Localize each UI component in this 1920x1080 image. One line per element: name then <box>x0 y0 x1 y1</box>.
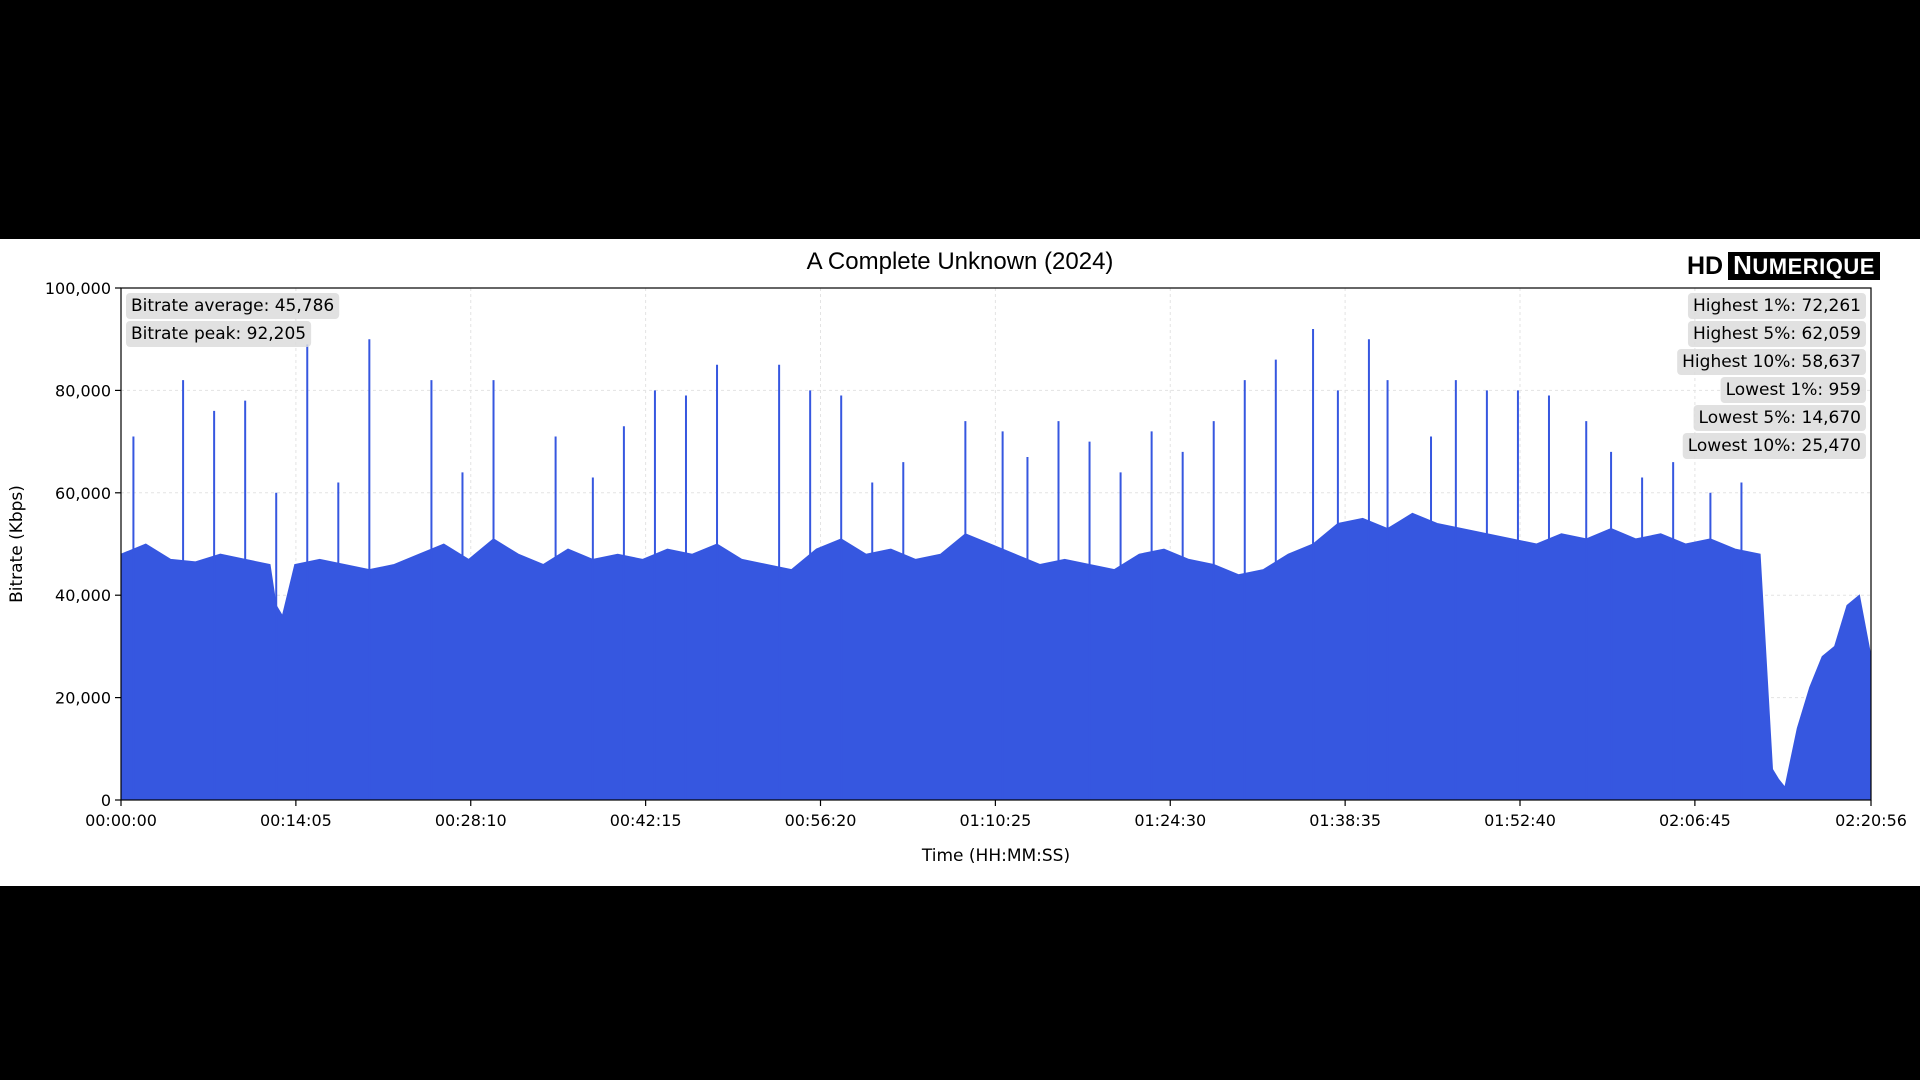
stat-text: Bitrate average: 45,786 <box>131 296 334 316</box>
hd-numerique-logo: HD NUMERIQUE <box>1685 252 1917 280</box>
stat-text: Highest 1%: 72,261 <box>1693 296 1861 316</box>
y-tick-label: 80,000 <box>55 381 111 400</box>
y-tick-label: 100,000 <box>45 279 111 298</box>
y-tick-label: 0 <box>101 791 111 810</box>
stat-box-bg <box>1720 377 1866 403</box>
stat-box-bg <box>1677 349 1866 375</box>
stat-box-bg <box>1682 433 1866 459</box>
stat-text: Lowest 1%: 959 <box>1726 380 1861 400</box>
stat-text: Bitrate peak: 92,205 <box>131 324 306 344</box>
logo-wordmark: NUMERIQUE <box>1728 252 1880 280</box>
stat-box-right: Lowest 5%: 14,670 <box>1693 405 1866 431</box>
stat-box-bg <box>126 293 340 319</box>
bitrate-area <box>120 512 1872 801</box>
stat-box-bg <box>126 321 312 347</box>
stat-box-right: Highest 10%: 58,637 <box>1677 349 1866 375</box>
stat-text: Lowest 10%: 25,470 <box>1688 436 1861 456</box>
x-tick-label: 00:00:00 <box>85 811 157 830</box>
x-tick-label: 00:42:15 <box>610 811 682 830</box>
stat-box-right: Highest 1%: 72,261 <box>1687 293 1866 319</box>
stat-text: Highest 10%: 58,637 <box>1682 352 1861 372</box>
stat-box-right: Lowest 1%: 959 <box>1720 377 1866 403</box>
x-tick-label: 00:56:20 <box>785 811 857 830</box>
bitrate-chart: 0 20,000 40,000 60,000 80,000 100,000 00:00:00… <box>7 248 1907 866</box>
x-tick-label: 01:38:35 <box>1309 811 1381 830</box>
stat-box-right: Lowest 10%: 25,470 <box>1682 433 1866 459</box>
x-tick-label: 02:20:56 <box>1835 811 1907 830</box>
chart-panel: 0 20,000 40,000 60,000 80,000 100,000 00:00:00… <box>0 239 1920 886</box>
y-tick-label: 20,000 <box>55 689 111 708</box>
x-tick-label: 00:28:10 <box>435 811 507 830</box>
stat-box-bg <box>1687 293 1866 319</box>
plot-frame <box>120 287 1872 801</box>
stats-layer: Bitrate average: 45,786 Bitrate peak: 92,… <box>126 293 1866 459</box>
x-tick-label: 01:24:30 <box>1134 811 1206 830</box>
y-tick-label: 40,000 <box>55 586 111 605</box>
chart-title: A Complete Unknown (2024) <box>807 248 1114 275</box>
stat-box-left: Bitrate average: 45,786 <box>126 293 340 319</box>
stat-box-bg <box>1693 405 1866 431</box>
stat-text: Lowest 5%: 14,670 <box>1699 408 1861 428</box>
stat-box-right: Highest 5%: 62,059 <box>1687 321 1866 347</box>
stat-box-bg <box>1687 321 1866 347</box>
data-layer <box>120 328 1872 801</box>
x-tick-label: 01:52:40 <box>1484 811 1556 830</box>
x-tick-label: 01:10:25 <box>959 811 1031 830</box>
y-axis-label: Bitrate (Kbps) <box>7 485 27 603</box>
y-tick-label: 60,000 <box>55 484 111 503</box>
x-tick-label: 00:14:05 <box>260 811 332 830</box>
stat-text: Highest 5%: 62,059 <box>1693 324 1861 344</box>
x-tick-label: 02:06:45 <box>1659 811 1731 830</box>
logo-hd-mark: HD <box>1687 252 1724 280</box>
stat-box-left: Bitrate peak: 92,205 <box>126 321 312 347</box>
x-axis-label: Time (HH:MM:SS) <box>921 846 1070 866</box>
tick-layer: 0 20,000 40,000 60,000 80,000 100,000 00:00:00… <box>45 279 1907 830</box>
